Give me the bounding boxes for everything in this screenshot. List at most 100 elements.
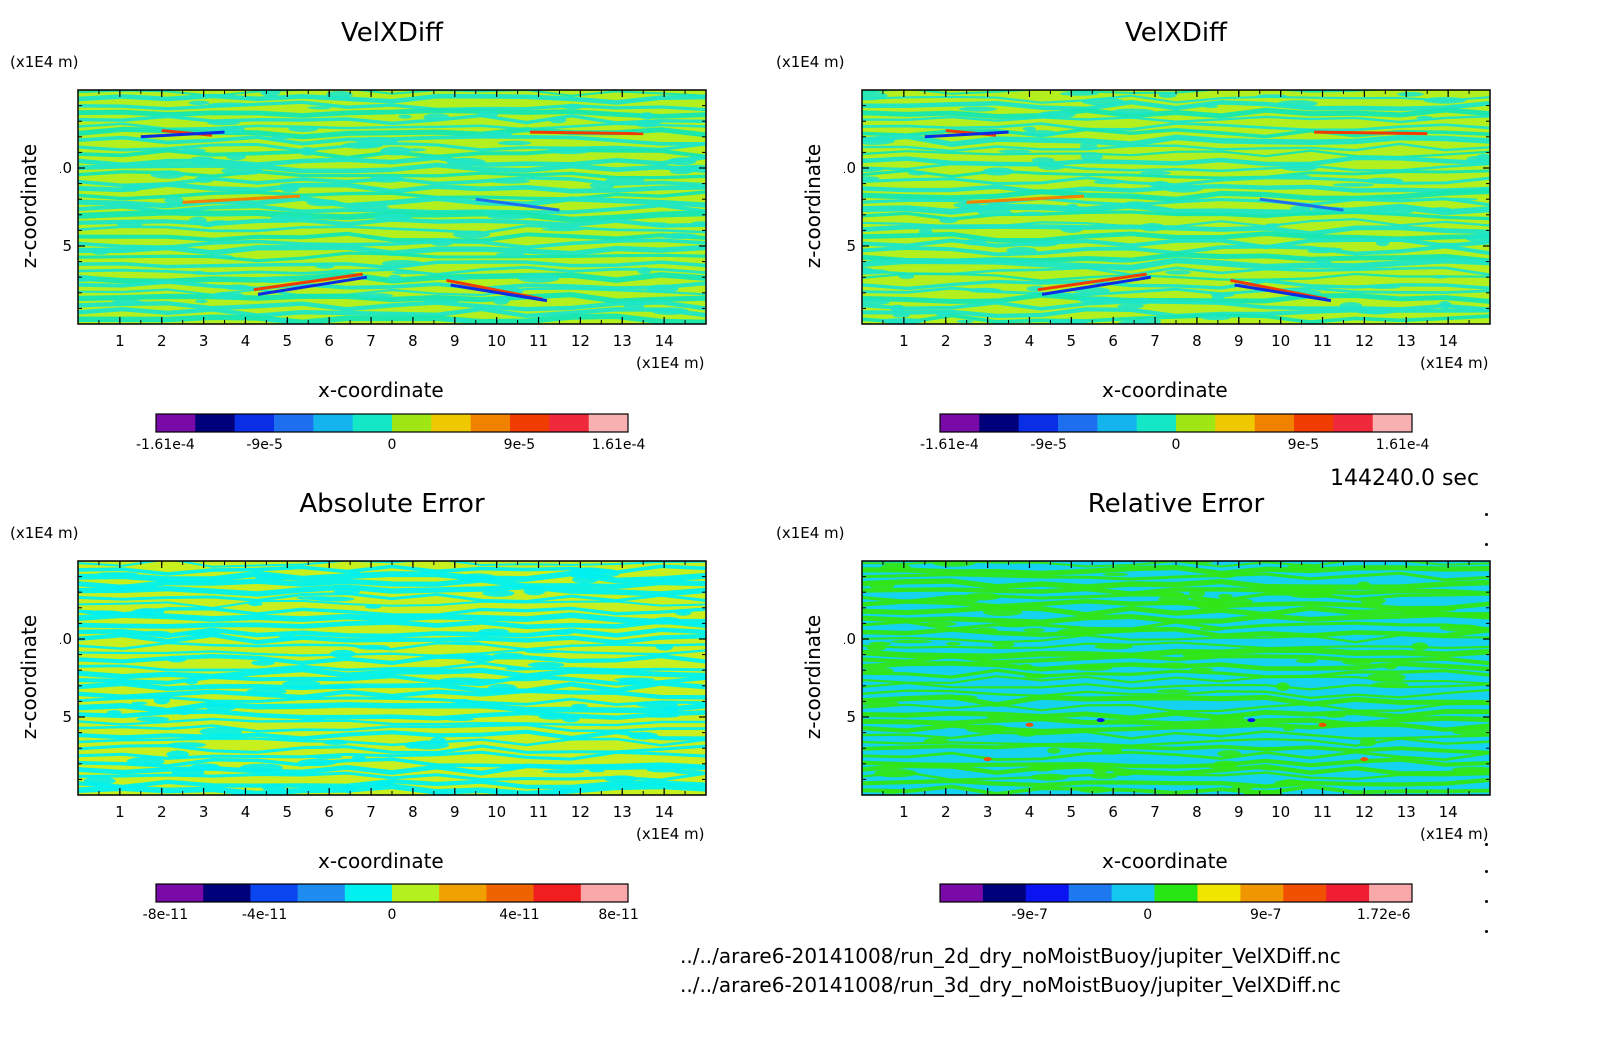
- colorbar-tick-label: 0: [1143, 907, 1152, 923]
- x-tick-label: 9: [450, 332, 460, 350]
- x-tick-label: 3: [199, 332, 209, 350]
- contour-blob: [503, 677, 543, 682]
- x-tick-label: 13: [613, 332, 632, 350]
- panel-title: Absolute Error: [299, 489, 485, 519]
- contour-band: [78, 195, 706, 209]
- contour-band: [78, 93, 706, 105]
- contour-blob: [1218, 593, 1233, 600]
- y-tick-label: 10: [844, 159, 856, 177]
- contour-blob: [478, 110, 498, 118]
- colorbar: -1.61e-4 -9e-5 0 9e-5 1.61e-4: [920, 413, 1430, 453]
- colorbar-cell: [392, 884, 440, 902]
- contour-band: [78, 113, 706, 126]
- x-tick-label: 1: [899, 332, 909, 350]
- contour-blob: [1360, 597, 1387, 604]
- contour-blob: [550, 630, 573, 636]
- contour-blob: [429, 238, 455, 246]
- contour-blob: [1231, 785, 1254, 790]
- contour-blob: [1006, 247, 1037, 254]
- contour-band: [78, 224, 706, 235]
- colorbar-tick-label: 9e-5: [1288, 437, 1319, 453]
- x-axis-label: x-coordinate: [1102, 849, 1228, 873]
- contour-blob: [189, 216, 207, 225]
- contour-band: [78, 287, 706, 297]
- contour-blob: [1213, 760, 1239, 768]
- contour-band: [78, 577, 706, 591]
- heatmap-plot-velxdiff-3d: 1234567891011121314510: [844, 89, 1491, 350]
- contour-blob: [956, 319, 974, 323]
- contour-blob: [1451, 766, 1490, 772]
- y-axis-label: z-coordinate: [17, 614, 42, 740]
- x-tick-label: 3: [199, 803, 209, 821]
- x-tick-label: 4: [1025, 803, 1035, 821]
- contour-blob: [1423, 97, 1466, 104]
- colorbar-cell: [940, 414, 980, 432]
- contour-blob: [1139, 223, 1166, 232]
- x-tick-label: 10: [487, 332, 506, 350]
- colorbar-cell: [1058, 414, 1098, 432]
- contour-blob: [189, 156, 215, 164]
- contour-blob: [605, 177, 645, 183]
- contour-band: [862, 279, 1490, 291]
- marker-dot: [1485, 930, 1488, 933]
- contour-band: [862, 169, 1490, 180]
- contour-blob: [589, 182, 615, 190]
- x-tick-label: 7: [1150, 803, 1160, 821]
- y-tick-label: 5: [846, 708, 856, 726]
- colorbar-cell: [1097, 414, 1138, 432]
- contour-blob: [967, 287, 1002, 293]
- contour-blob: [862, 700, 899, 707]
- contour-blob: [862, 91, 888, 101]
- x-tick-label: 6: [1108, 803, 1118, 821]
- x-tick-label: 14: [1439, 803, 1458, 821]
- colorbar-cell: [439, 884, 487, 902]
- x-tick-label: 6: [324, 332, 334, 350]
- streak-line: [924, 130, 1009, 139]
- contour-blob: [1465, 233, 1490, 243]
- contour-blob: [483, 131, 512, 139]
- contour-blob: [1018, 211, 1045, 216]
- x-tick-label: 6: [1108, 332, 1118, 350]
- streak-line: [450, 283, 548, 303]
- contour-blob: [890, 304, 906, 312]
- colorbar-cell: [1240, 884, 1284, 902]
- contour-blob: [1121, 201, 1150, 210]
- contour-blob: [1080, 152, 1103, 161]
- contour-blob: [547, 147, 591, 155]
- colorbar-cell: [274, 414, 314, 432]
- contour-blob: [176, 707, 193, 715]
- contour-blob: [1112, 108, 1155, 115]
- contour-blob: [1081, 97, 1125, 106]
- colorbar-cell: [1333, 414, 1374, 432]
- contour-blob: [1037, 111, 1076, 119]
- x-tick-label: 11: [1313, 332, 1332, 350]
- contour-blob: [923, 737, 949, 745]
- colorbar-cell: [486, 884, 535, 902]
- contour-blob: [651, 307, 689, 315]
- contour-band: [78, 306, 706, 319]
- colorbar-cell: [580, 884, 629, 902]
- contour-blob: [936, 310, 951, 318]
- contour-blob: [223, 284, 251, 291]
- x-tick-label: 14: [1439, 332, 1458, 350]
- x-tick-label: 14: [655, 803, 674, 821]
- contour-blob: [1117, 303, 1144, 309]
- contour-blob: [457, 573, 497, 582]
- x-unit-label: (x1E4 m): [1420, 354, 1489, 372]
- contour-blob: [188, 100, 210, 105]
- contour-blob: [1370, 682, 1409, 688]
- colorbar-cell: [588, 414, 629, 432]
- contour-blob: [116, 221, 143, 228]
- contour-band: [78, 260, 706, 270]
- error-spot: [1360, 757, 1369, 762]
- x-tick-label: 13: [1397, 332, 1416, 350]
- contour-blob: [1105, 259, 1134, 263]
- contour-blob: [1433, 242, 1458, 248]
- colorbar-cell: [234, 414, 275, 432]
- contour-blob: [279, 183, 317, 187]
- colorbar-cell: [940, 884, 984, 902]
- contour-blob: [1047, 747, 1061, 754]
- x-tick-label: 8: [1192, 332, 1202, 350]
- contour-band: [862, 99, 1490, 112]
- contour-blob: [131, 701, 148, 705]
